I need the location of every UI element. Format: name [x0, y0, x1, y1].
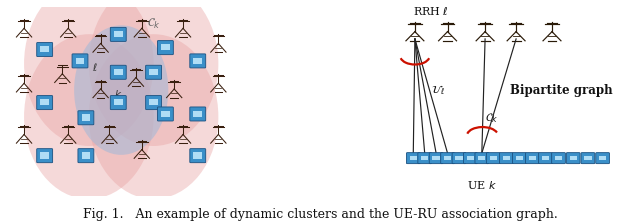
- Ellipse shape: [89, 34, 218, 199]
- Ellipse shape: [24, 34, 154, 199]
- Text: $k$: $k$: [114, 88, 122, 100]
- Bar: [421, 156, 428, 160]
- FancyBboxPatch shape: [36, 96, 52, 110]
- FancyBboxPatch shape: [36, 149, 52, 163]
- Text: RRH $\ell$: RRH $\ell$: [413, 5, 449, 17]
- Bar: [81, 152, 90, 159]
- FancyBboxPatch shape: [78, 111, 94, 125]
- Bar: [490, 156, 497, 160]
- Bar: [570, 156, 577, 160]
- Text: $\mathcal{C}_k$: $\mathcal{C}_k$: [147, 17, 161, 31]
- Bar: [149, 99, 158, 105]
- FancyBboxPatch shape: [486, 153, 500, 164]
- Text: $\mathcal{C}_k$: $\mathcal{C}_k$: [485, 112, 499, 125]
- FancyBboxPatch shape: [463, 153, 477, 164]
- FancyBboxPatch shape: [406, 153, 420, 164]
- FancyBboxPatch shape: [110, 96, 126, 110]
- Ellipse shape: [89, 0, 218, 146]
- FancyBboxPatch shape: [190, 107, 205, 121]
- FancyBboxPatch shape: [78, 149, 94, 163]
- Bar: [599, 156, 606, 160]
- FancyBboxPatch shape: [552, 153, 565, 164]
- Bar: [81, 114, 90, 121]
- Bar: [455, 156, 463, 160]
- FancyBboxPatch shape: [475, 153, 489, 164]
- Bar: [410, 156, 417, 160]
- Bar: [529, 156, 536, 160]
- FancyBboxPatch shape: [566, 153, 580, 164]
- Bar: [555, 156, 562, 160]
- FancyBboxPatch shape: [157, 41, 173, 55]
- FancyBboxPatch shape: [146, 96, 161, 110]
- FancyBboxPatch shape: [452, 153, 466, 164]
- FancyBboxPatch shape: [157, 107, 173, 121]
- FancyBboxPatch shape: [36, 43, 52, 57]
- FancyBboxPatch shape: [418, 153, 431, 164]
- FancyBboxPatch shape: [441, 153, 454, 164]
- Ellipse shape: [24, 0, 154, 146]
- FancyBboxPatch shape: [110, 27, 126, 41]
- Bar: [193, 58, 202, 64]
- Bar: [467, 156, 474, 160]
- Bar: [193, 152, 202, 159]
- Bar: [40, 152, 49, 159]
- Bar: [193, 111, 202, 117]
- Bar: [502, 156, 510, 160]
- FancyBboxPatch shape: [581, 153, 595, 164]
- Bar: [76, 58, 84, 64]
- FancyBboxPatch shape: [72, 54, 88, 68]
- Bar: [542, 156, 549, 160]
- Bar: [114, 31, 123, 37]
- Text: Bipartite graph: Bipartite graph: [511, 84, 613, 97]
- Text: $\ell$: $\ell$: [92, 61, 98, 73]
- Bar: [40, 46, 49, 52]
- FancyBboxPatch shape: [513, 153, 526, 164]
- FancyBboxPatch shape: [110, 65, 126, 79]
- Ellipse shape: [74, 25, 168, 155]
- FancyBboxPatch shape: [190, 54, 205, 68]
- Bar: [161, 111, 170, 117]
- FancyBboxPatch shape: [539, 153, 552, 164]
- Bar: [444, 156, 451, 160]
- Text: UE $k$: UE $k$: [467, 179, 497, 191]
- FancyBboxPatch shape: [429, 153, 443, 164]
- Bar: [40, 99, 49, 105]
- Bar: [516, 156, 523, 160]
- Bar: [114, 69, 123, 75]
- Bar: [584, 156, 591, 160]
- FancyBboxPatch shape: [525, 153, 540, 164]
- Text: $\mathcal{U}_\ell$: $\mathcal{U}_\ell$: [431, 83, 445, 97]
- FancyBboxPatch shape: [146, 65, 161, 79]
- FancyBboxPatch shape: [499, 153, 513, 164]
- Bar: [161, 44, 170, 50]
- Bar: [114, 99, 123, 105]
- Bar: [149, 69, 158, 75]
- FancyBboxPatch shape: [596, 153, 609, 164]
- Bar: [433, 156, 440, 160]
- Bar: [478, 156, 486, 160]
- FancyBboxPatch shape: [190, 149, 205, 163]
- Text: Fig. 1.   An example of dynamic clusters and the UE-RU association graph.: Fig. 1. An example of dynamic clusters a…: [83, 208, 557, 221]
